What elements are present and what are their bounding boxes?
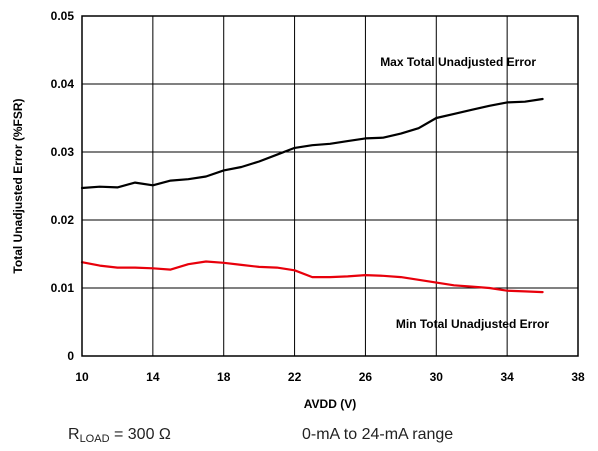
x-tick-label: 18 [217,370,231,384]
y-tick-label: 0.04 [51,77,75,91]
max-error-line [80,97,544,190]
rload-subscript: LOAD [79,433,110,445]
x-tick-label: 34 [500,370,514,384]
min-error-line [80,260,544,294]
x-tick-label: 14 [146,370,160,384]
x-tick-label: 10 [75,370,89,384]
rload-symbol: R [68,426,80,443]
min-series-label: Min Total Unadjusted Error [396,317,549,331]
y-axis-label: Total Unadjusted Error (%FSR) [11,98,25,273]
y-tick-label: 0.05 [51,9,75,23]
x-tick-labels: 10 14 18 22 26 30 34 38 [75,370,585,384]
plot-frame [81,15,579,357]
y-tick-label: 0.03 [51,145,75,159]
x-tick-label: 22 [288,370,302,384]
x-tick-label: 30 [430,370,444,384]
y-tick-label: 0 [67,349,74,363]
x-tick-label: 38 [571,370,585,384]
x-tick-label: 26 [359,370,373,384]
chart: 10 14 18 22 26 30 34 38 0 0.01 0.02 0.03 0.04 0.05 A… [11,9,585,411]
series-group [80,97,544,294]
load-resistance-note: RLOAD = 300 Ω [68,426,171,445]
y-tick-label: 0.02 [51,213,75,227]
y-tick-labels: 0 0.01 0.02 0.03 0.04 0.05 [51,9,75,363]
max-series-label: Max Total Unadjusted Error [380,55,536,69]
range-note: 0-mA to 24-mA range [302,426,454,443]
y-tick-label: 0.01 [51,281,75,295]
rload-value: = 300 Ω [109,426,171,443]
x-axis-label: AVDD (V) [304,397,356,411]
